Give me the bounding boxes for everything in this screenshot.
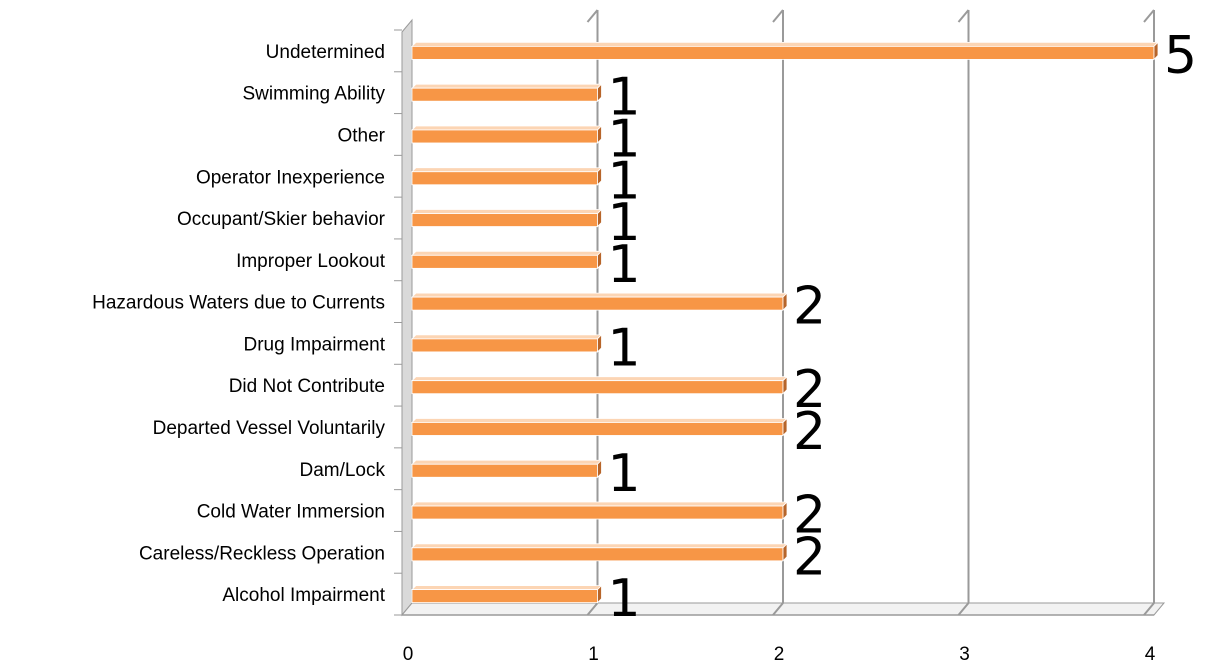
bar-end-face [597, 166, 602, 186]
category-label: Drug Impairment [244, 334, 386, 355]
gridline-top [772, 9, 784, 23]
bar-end-face [597, 459, 602, 479]
bar [411, 338, 598, 353]
category-label: Swimming Ability [242, 84, 385, 105]
data-label: 1 [608, 235, 641, 295]
category-label: Other [337, 125, 385, 146]
data-label: 2 [793, 486, 826, 546]
bar [411, 254, 598, 269]
x-tick-label: 1 [588, 644, 599, 664]
x-tick-label: 2 [774, 644, 785, 664]
data-label: 1 [608, 109, 641, 169]
gridline-top [1143, 9, 1155, 23]
bar-end-face [597, 584, 602, 604]
bar-end-face [597, 250, 602, 270]
chart-side-wall [401, 18, 413, 617]
bar [411, 547, 784, 562]
bar-end-face [597, 208, 602, 228]
bar [411, 171, 598, 186]
category-label: Undetermined [266, 42, 385, 63]
bar [411, 87, 598, 102]
bar-end-face [1153, 41, 1159, 61]
bar-top-face [411, 543, 788, 549]
bar-top-face [411, 41, 1159, 47]
bar-end-face [782, 417, 788, 437]
bar [411, 422, 784, 436]
data-label: 2 [793, 527, 826, 587]
bar-top-face [411, 209, 603, 214]
x-tick-label: 3 [959, 644, 970, 664]
bar-end-face [597, 83, 602, 103]
category-label: Dam/Lock [299, 460, 385, 481]
category-label: Occupant/Skier behavior [177, 209, 386, 230]
bar-top-face [411, 459, 603, 465]
bar-end-face [597, 333, 602, 353]
gridline-top [586, 9, 599, 23]
category-label: Hazardous Waters due to Currents [92, 293, 385, 314]
category-label: Careless/Reckless Operation [139, 543, 385, 564]
bar-top-face [411, 418, 788, 423]
gridline-floor [772, 602, 784, 616]
bar-end-face [597, 124, 602, 144]
bar-top-face [411, 501, 788, 507]
gridline-floor [1143, 602, 1155, 616]
category-label: Alcohol Impairment [222, 585, 385, 606]
bar [411, 45, 1155, 60]
bar-top-face [411, 250, 603, 256]
bar-end-face [782, 292, 788, 312]
category-label: Improper Lookout [236, 251, 386, 272]
data-label: 1 [608, 151, 641, 211]
gridline-top [957, 9, 970, 23]
bar-top-face [411, 292, 788, 298]
data-label: 1 [608, 569, 641, 629]
data-label: 1 [608, 193, 641, 253]
bar [411, 505, 784, 520]
data-label: 1 [608, 68, 641, 128]
data-label: 2 [793, 360, 826, 420]
bar-top-face [411, 167, 603, 173]
bar-top-face [411, 334, 603, 340]
gridline-floor [586, 602, 599, 616]
category-label: Departed Vessel Voluntarily [153, 418, 386, 439]
bar [411, 589, 598, 604]
bar [411, 463, 598, 478]
bar-top-face [411, 83, 603, 89]
bar [411, 129, 598, 144]
data-label: 1 [608, 318, 641, 378]
bar [411, 380, 784, 395]
chart-floor [400, 602, 1166, 616]
gridline-floor [957, 602, 970, 616]
bar [411, 296, 784, 311]
bar-end-face [782, 375, 788, 395]
bar-end-face [782, 501, 788, 521]
category-label: Cold Water Immersion [197, 502, 385, 523]
data-label: 1 [608, 444, 641, 504]
data-label: 2 [793, 277, 826, 337]
data-label: 2 [793, 402, 826, 462]
x-tick-label: 0 [403, 644, 414, 664]
bar-top-face [411, 585, 603, 591]
x-tick-label: 4 [1145, 644, 1156, 664]
bar [411, 213, 598, 227]
category-label: Did Not Contribute [229, 376, 385, 397]
data-label: 5 [1164, 26, 1197, 86]
category-label: Operator Inexperience [196, 167, 385, 188]
bar-top-face [411, 376, 788, 382]
bar-end-face [782, 542, 788, 562]
bar-top-face [411, 125, 603, 131]
